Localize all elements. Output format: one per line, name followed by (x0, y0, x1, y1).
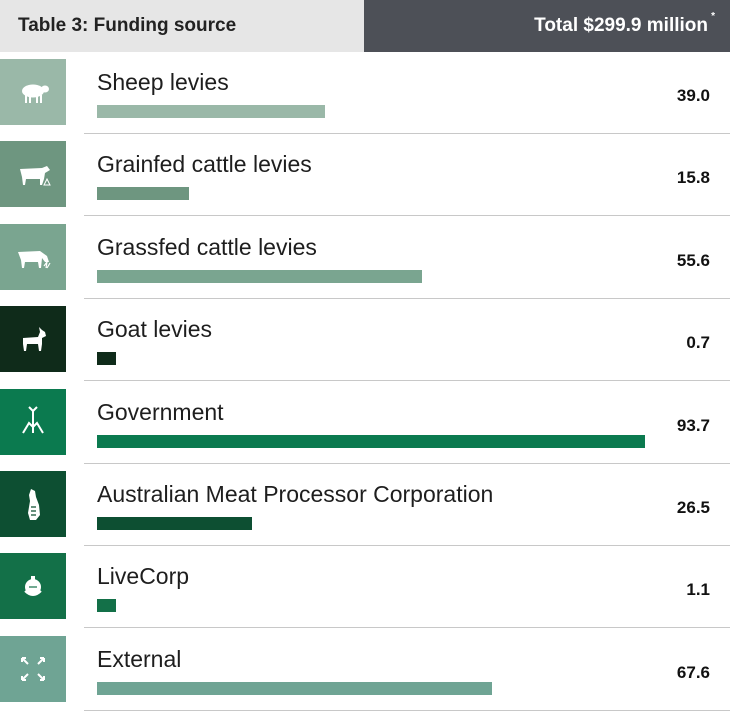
government-icon (0, 388, 66, 455)
total-text: Total $299.9 million (534, 15, 708, 36)
value-bar (97, 434, 645, 448)
category-label: External (97, 645, 182, 672)
sheep-icon (0, 59, 66, 125)
category-label: Grassfed cattle levies (97, 233, 317, 260)
row-divider (84, 297, 730, 299)
value-label: 26.5 (676, 498, 710, 517)
funding-row: External 67.6 (0, 629, 730, 711)
value-label: 15.8 (676, 168, 710, 188)
header-title-panel: Table 3: Funding source (0, 0, 364, 52)
funding-row: Grainfed cattle levies 15.8 (0, 134, 730, 217)
category-label: Goat levies (97, 316, 213, 343)
category-label: Sheep levies (97, 69, 229, 95)
processor-icon (0, 471, 66, 537)
total-footnote-mark: * (711, 11, 715, 22)
value-bar (97, 517, 252, 530)
funding-row: Goat levies 0.7 (0, 299, 730, 382)
goat-icon (0, 306, 66, 373)
value-label: 55.6 (676, 250, 710, 270)
value-label: 93.7 (676, 415, 710, 435)
category-label: LiveCorp (97, 563, 190, 590)
funding-row: Grassfed cattle levies 55.6 (0, 217, 730, 299)
value-bar (97, 681, 493, 695)
value-label: 39.0 (676, 86, 710, 105)
row-divider (84, 545, 730, 546)
funding-row: Government 93.7 (0, 382, 730, 464)
funding-row: Australian Meat Processor Corporation 26.… (0, 464, 730, 546)
row-divider (84, 709, 730, 711)
value-bar (97, 269, 423, 283)
row-divider (84, 627, 730, 629)
grainfed-cattle-icon (0, 141, 66, 208)
value-bar (97, 187, 190, 201)
funding-row: LiveCorp 1.1 (0, 546, 730, 629)
row-divider (84, 215, 730, 217)
row-divider (84, 462, 730, 464)
value-bar (97, 105, 326, 118)
livecorp-icon (0, 553, 66, 620)
value-label: 67.6 (676, 662, 710, 682)
grassfed-cattle-icon (0, 223, 66, 290)
total-label: Total $299.9 million * (534, 11, 715, 37)
row-divider (84, 133, 730, 134)
header-total-panel: Total $299.9 million * (364, 0, 730, 52)
value-label: 0.7 (686, 333, 710, 353)
category-label: Grainfed cattle levies (97, 151, 312, 178)
value-bar (97, 352, 116, 366)
external-icon (0, 635, 66, 702)
category-label: Australian Meat Processor Corporation (97, 481, 494, 507)
value-label: 1.1 (686, 580, 710, 600)
value-bar (97, 599, 116, 613)
category-label: Government (97, 398, 224, 425)
chart-title: Table 3: Funding source (18, 15, 237, 36)
funding-row: Sheep levies 39.0 (0, 52, 730, 134)
row-divider (84, 380, 730, 382)
